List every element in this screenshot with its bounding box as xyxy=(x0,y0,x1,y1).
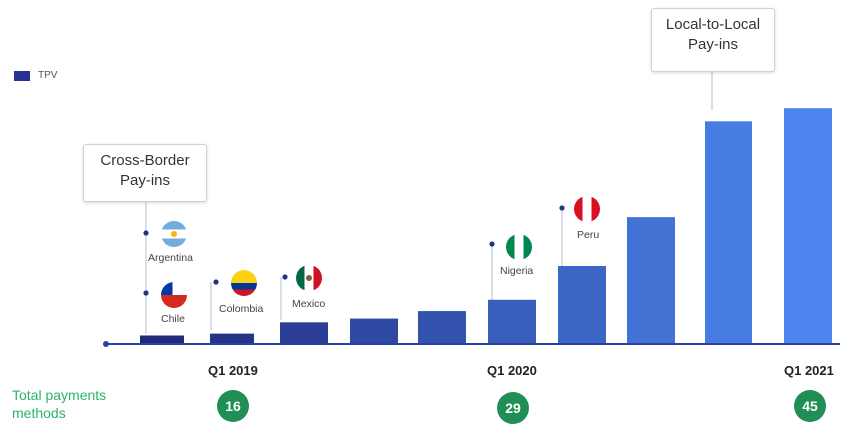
tpv-bar xyxy=(350,318,398,343)
mexico-flag-icon xyxy=(296,265,322,291)
x-tick-label: Q1 2021 xyxy=(784,363,834,378)
country-label-chile: Chile xyxy=(161,313,185,325)
tpv-bar xyxy=(210,333,254,343)
payment-methods-badge: 29 xyxy=(497,392,529,424)
chile-flag-icon xyxy=(161,282,187,308)
nigeria-flag-icon xyxy=(506,234,532,260)
tpv-bar xyxy=(280,322,328,343)
colombia-flag-icon xyxy=(231,270,257,296)
tpv-bar xyxy=(140,335,184,343)
annotation-dot xyxy=(143,290,149,296)
country-label-nigeria: Nigeria xyxy=(500,265,534,277)
annotation-dot xyxy=(213,279,219,285)
annotation-leaders xyxy=(143,72,713,334)
tpv-bar xyxy=(418,311,466,343)
x-tick-label: Q1 2019 xyxy=(208,363,258,378)
legend-swatch xyxy=(14,70,30,81)
country-label-colombia: Colombia xyxy=(219,303,264,315)
argentina-flag-icon xyxy=(161,221,187,247)
tpv-bar xyxy=(627,217,675,343)
annotation-dot xyxy=(282,274,288,280)
cross-border-callout: Cross-Border Pay-ins xyxy=(83,144,207,202)
legend-label: TPV xyxy=(38,70,58,81)
bar-series xyxy=(140,108,832,343)
country-label-mexico: Mexico xyxy=(292,298,326,310)
tpv-bar xyxy=(784,108,832,343)
payment-methods-badge: 16 xyxy=(217,390,249,422)
annotation-dot xyxy=(143,230,149,236)
x-axis-start-dot xyxy=(103,341,109,347)
annotation-dot xyxy=(559,205,565,211)
payment-methods-badge: 45 xyxy=(794,390,826,422)
x-tick-label: Q1 2020 xyxy=(487,363,537,378)
peru-flag-icon xyxy=(574,196,600,222)
country-label-argentina: Argentina xyxy=(148,252,193,264)
tpv-bar xyxy=(705,121,752,343)
country-label-peru: Peru xyxy=(577,229,600,241)
local-to-local-callout: Local-to-Local Pay-ins xyxy=(651,8,775,72)
legend: TPV xyxy=(14,70,57,81)
tpv-bar xyxy=(558,265,606,343)
total-payment-methods-title: Total payments methods xyxy=(12,387,107,421)
annotation-dot xyxy=(489,241,495,247)
tpv-bar xyxy=(488,299,536,343)
